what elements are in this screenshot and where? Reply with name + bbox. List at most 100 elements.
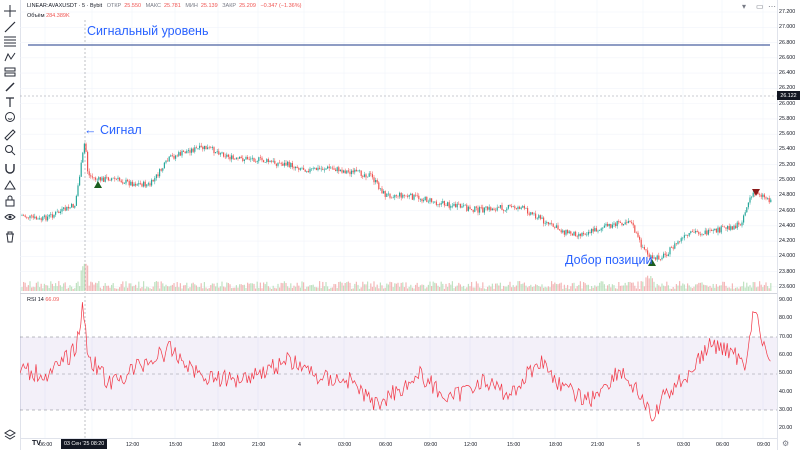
volume-bar xyxy=(402,282,404,291)
candle-body xyxy=(539,215,541,219)
gear-icon[interactable]: ⚙ xyxy=(782,439,790,448)
volume-bar xyxy=(695,284,697,291)
candle-body xyxy=(479,207,481,213)
candle-body xyxy=(79,176,81,186)
candle-body xyxy=(216,151,218,153)
volume-bar xyxy=(568,288,570,291)
volume-bar xyxy=(125,281,127,291)
volume-bar xyxy=(163,286,165,291)
candle-body xyxy=(632,222,634,226)
volume-bar xyxy=(93,284,95,291)
signal-level-annotation[interactable]: Сигнальный уровень xyxy=(87,24,209,38)
zoom-icon[interactable] xyxy=(3,143,17,157)
ruler-icon[interactable] xyxy=(3,128,17,142)
candle-body xyxy=(760,194,762,197)
projection-icon[interactable] xyxy=(3,65,17,79)
candle-body xyxy=(264,162,266,163)
candle-body xyxy=(637,232,639,237)
tv-logo[interactable]: TV xyxy=(32,440,41,447)
volume-bar xyxy=(547,286,549,291)
volume-bar xyxy=(515,285,517,291)
magnet-icon[interactable] xyxy=(3,161,17,175)
maximize-icon[interactable]: ▭ xyxy=(756,2,764,11)
candle-body xyxy=(400,192,402,198)
collapse-icon[interactable]: ▾ xyxy=(742,2,747,11)
volume-bar xyxy=(619,285,621,291)
volume-bar xyxy=(632,282,634,291)
candle-body xyxy=(661,257,663,260)
trendline-icon[interactable] xyxy=(3,20,17,34)
signal-annotation[interactable]: ← Сигнал xyxy=(84,123,142,137)
candle-body xyxy=(160,169,162,171)
candle-body xyxy=(613,223,615,225)
pane-separator[interactable] xyxy=(20,293,777,294)
volume-bar xyxy=(669,288,671,291)
candle-body xyxy=(234,158,236,160)
volume-bar xyxy=(339,281,341,291)
text-icon[interactable] xyxy=(3,95,17,109)
volume-bar xyxy=(239,284,241,291)
volume-bar xyxy=(603,284,605,291)
candle-body xyxy=(640,239,642,248)
emoji-icon[interactable] xyxy=(3,110,17,124)
candle-body xyxy=(551,222,553,224)
layers-icon[interactable] xyxy=(3,428,17,442)
candle-body xyxy=(496,207,498,211)
volume-bar xyxy=(663,285,665,291)
candle-body xyxy=(619,222,621,223)
volume-bar xyxy=(213,283,215,291)
candle-body xyxy=(259,157,261,158)
candle-body xyxy=(402,194,404,198)
volume-bar xyxy=(127,287,129,291)
volume-bar xyxy=(363,284,365,291)
symbol-name[interactable]: LINEAR:AVAXUSDT · 5 · Bybit xyxy=(27,3,103,9)
candle-body xyxy=(451,205,453,207)
candle-body xyxy=(271,160,273,162)
more-icon[interactable]: ⋯ xyxy=(768,2,776,11)
price-scale[interactable] xyxy=(777,0,800,450)
volume-bar xyxy=(365,284,367,291)
volume-bar xyxy=(61,286,63,291)
add-position-annotation[interactable]: Добор позиции xyxy=(565,253,653,267)
volume-bar xyxy=(85,263,87,291)
candle-body xyxy=(480,207,482,208)
volume-bar xyxy=(429,281,431,291)
volume-bar xyxy=(63,283,65,291)
time-axis[interactable] xyxy=(20,438,777,451)
brush-icon[interactable] xyxy=(3,80,17,94)
candle-body xyxy=(120,180,122,183)
volume-bar xyxy=(714,287,716,291)
volume-bar xyxy=(544,286,546,291)
candle-body xyxy=(765,197,767,199)
volume-bar xyxy=(602,281,604,291)
candle-body xyxy=(171,155,173,156)
trash-icon[interactable] xyxy=(3,230,17,244)
price-chart[interactable] xyxy=(20,0,777,438)
eye-icon[interactable] xyxy=(3,210,17,224)
candle-body xyxy=(357,170,359,172)
volume-bar xyxy=(173,283,175,291)
volume-bar xyxy=(485,288,487,291)
volume-bar xyxy=(269,287,271,291)
candle-body xyxy=(199,145,201,149)
crosshair-icon[interactable] xyxy=(3,4,17,18)
lock-draw-icon[interactable] xyxy=(3,178,17,192)
candle-body xyxy=(87,151,89,172)
volume-bar xyxy=(725,285,727,291)
price-tick: 24.800 xyxy=(779,192,796,199)
rsi-tick: 80.00 xyxy=(779,315,793,322)
lock-icon[interactable] xyxy=(3,194,17,208)
candle-body xyxy=(531,212,533,215)
candle-body xyxy=(163,162,165,169)
candle-body xyxy=(248,159,250,160)
candle-body xyxy=(83,143,85,153)
pattern-icon[interactable] xyxy=(3,50,17,64)
candle-body xyxy=(146,184,148,187)
fib-icon[interactable] xyxy=(3,34,17,48)
candle-body xyxy=(712,230,714,231)
candle-body xyxy=(64,207,66,211)
volume-bar xyxy=(139,288,141,291)
candle-body xyxy=(343,170,345,173)
volume-bar xyxy=(733,288,735,291)
candle-body xyxy=(691,231,693,232)
